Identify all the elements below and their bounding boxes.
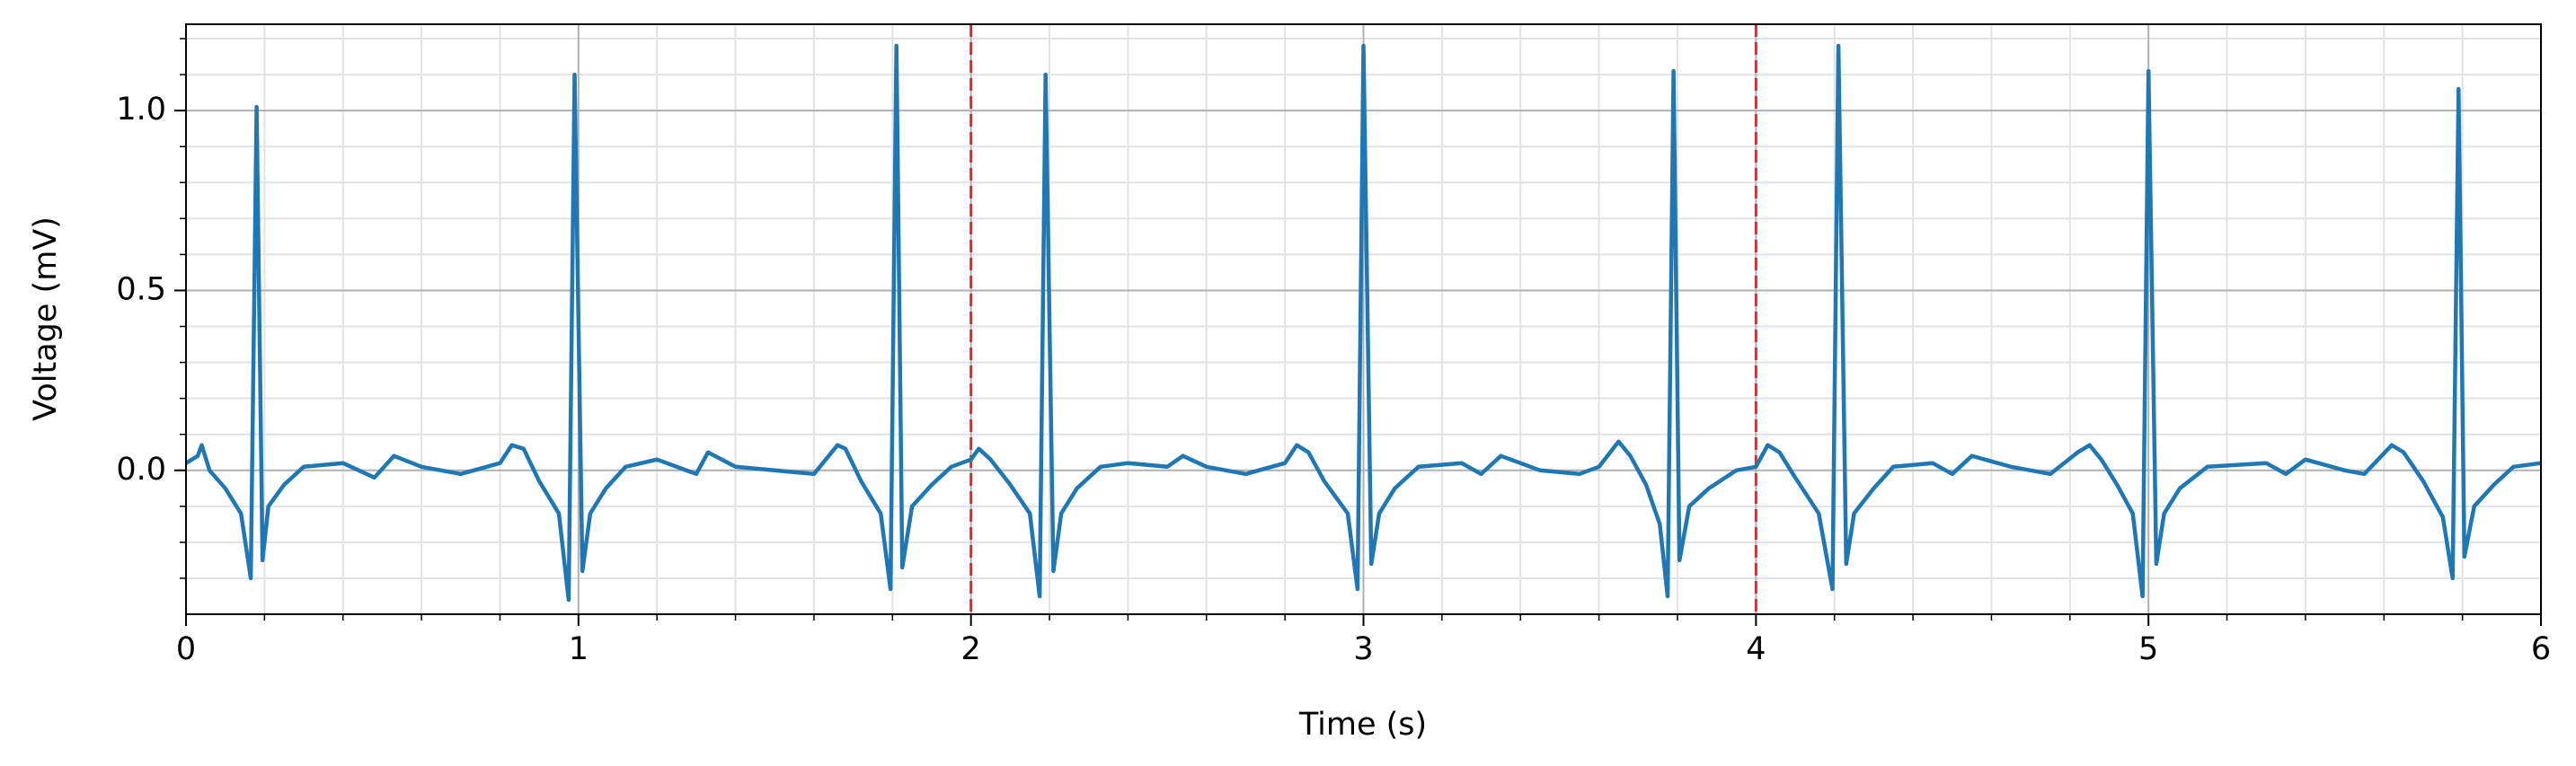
x-tick-label: 5 — [2138, 631, 2158, 667]
x-tick-label: 1 — [569, 631, 589, 667]
x-tick-label: 0 — [176, 631, 196, 667]
x-axis-label: Time (s) — [1298, 707, 1427, 743]
x-tick-label: 6 — [2531, 631, 2551, 667]
x-tick-label: 3 — [1353, 631, 1373, 667]
x-tick-label: 4 — [1746, 631, 1766, 667]
y-axis-label: Voltage (mV) — [28, 216, 64, 421]
y-tick-label: 0.0 — [116, 452, 166, 488]
ecg-line — [184, 43, 2542, 603]
y-tick-label: 0.5 — [116, 271, 166, 307]
y-tick-label: 1.0 — [116, 92, 166, 128]
x-tick-label: 2 — [961, 631, 981, 667]
